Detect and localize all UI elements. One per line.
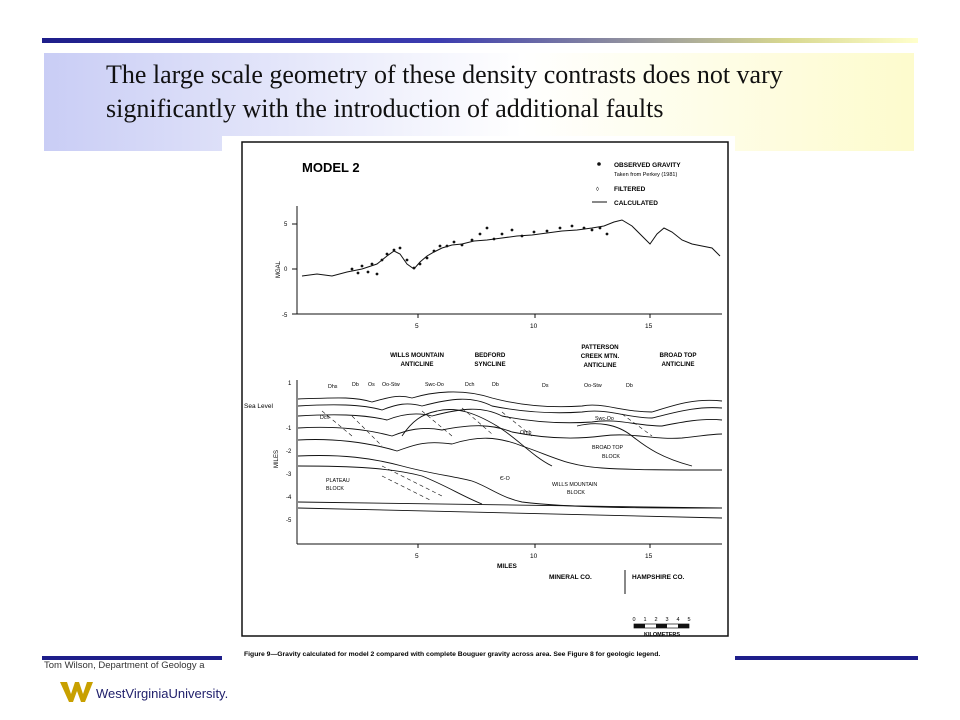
section-ylabel: MILES [274, 450, 280, 468]
unit-label: Swc-Oo [425, 382, 444, 388]
gravity-ytick: 0 [284, 267, 288, 273]
structure-label: PATTERSON [581, 344, 619, 351]
unit-label: BROAD TOP [592, 445, 623, 451]
calculated-curve [301, 219, 721, 277]
legend-observed-note: Taken from Perkey (1981) [614, 172, 677, 178]
county-right: HAMPSHIRE CO. [632, 574, 685, 581]
unit-label: Db [492, 382, 499, 388]
structure-label: CREEK MTN. [581, 353, 620, 360]
unit-label: PLATEAU [326, 478, 350, 484]
slide-title: The large scale geometry of these densit… [106, 60, 783, 123]
unit-label: BLOCK [326, 486, 344, 492]
gravity-legend: OBSERVED GRAVITY Taken from Perkey (1981… [592, 162, 681, 207]
gravity-xtick: 15 [645, 323, 653, 330]
section-ytick: -1 [286, 426, 292, 432]
footer-credit: Tom Wilson, Department of Geology a [44, 660, 205, 671]
section-ytick: -2 [286, 449, 292, 455]
top-rule [42, 38, 918, 43]
scale-bar: 0 1 2 3 4 5 KILOMETERS [632, 617, 690, 638]
legend-observed: OBSERVED GRAVITY [614, 162, 681, 169]
unit-label: Db [352, 382, 359, 388]
observed-marker-icon [597, 162, 601, 166]
unit-label: WILLS MOUNTAIN [552, 482, 597, 488]
section-xlabel: MILES [497, 563, 518, 570]
gravity-xtick: 10 [530, 323, 538, 330]
scale-tick: 1 [643, 617, 646, 623]
wv-flying-logo-icon [60, 682, 93, 702]
structure-labels: WILLS MOUNTAIN ANTICLINE BEDFORD SYNCLIN… [390, 344, 696, 369]
structure-label: BEDFORD [475, 352, 506, 359]
cross-section: 1 Sea Level -1 -2 -3 -4 -5 MILES [244, 380, 723, 570]
section-ytick: -4 [286, 495, 292, 501]
unit-label: Dhs [328, 384, 338, 390]
legend-calculated: CALCULATED [614, 200, 658, 207]
unit-label: Db [626, 383, 633, 389]
unit-label: Oo-Stw [382, 382, 400, 388]
structure-label: BROAD TOP [659, 352, 696, 359]
unit-label: BLOCK [567, 490, 585, 496]
gravity-ylabel: MGAL [276, 260, 282, 278]
structure-label: ANTICLINE [584, 362, 617, 369]
gravity-panel: 5 0 -5 MGAL 5 10 15 [276, 206, 722, 330]
figure-caption: Figure 9—Gravity calculated for model 2 … [244, 651, 660, 658]
logo-wordmark: WestVirginiaUniversity. [96, 686, 228, 701]
section-ytick: 1 [288, 381, 292, 387]
county-left: MINERAL CO. [549, 574, 592, 581]
title-banner: The large scale geometry of these densit… [44, 53, 914, 151]
scale-tick: 3 [665, 617, 668, 623]
bottom-rule-left [42, 656, 222, 660]
section-ytick: Sea Level [244, 403, 273, 410]
scale-tick: 2 [654, 617, 657, 623]
bottom-rule-right [735, 656, 918, 660]
section-ytick: -3 [286, 472, 292, 478]
gravity-ytick: 5 [284, 222, 288, 228]
geology-figure: MODEL 2 OBSERVED GRAVITY Taken from Perk… [241, 141, 729, 658]
wvu-logo: WestVirginiaUniversity. [60, 682, 228, 702]
county-labels: MINERAL CO. HAMPSHIRE CO. [549, 570, 685, 594]
section-xtick: 10 [530, 553, 538, 560]
structure-label: ANTICLINE [401, 361, 434, 368]
scale-label: KILOMETERS [644, 632, 680, 638]
filtered-marker-icon: ◊ [596, 186, 599, 193]
unit-label: Є-O [500, 476, 510, 482]
structure-label: WILLS MOUNTAIN [390, 352, 444, 359]
section-ytick: -5 [286, 518, 292, 524]
unit-label: Os [368, 382, 375, 388]
unit-label: Dch [320, 415, 329, 421]
gravity-xtick: 5 [415, 323, 419, 330]
unit-label: Dch [465, 382, 474, 388]
unit-labels: Dhs Db Os Oo-Stw Swc-Oo Dch Db Ds Oo-Stw… [320, 382, 633, 496]
unit-label: Ds [542, 383, 549, 389]
unit-label: Omb [520, 430, 532, 436]
section-xtick: 5 [415, 553, 419, 560]
unit-label: BLOCK [602, 454, 620, 460]
gravity-ytick: -5 [282, 313, 288, 319]
scale-tick: 0 [632, 617, 635, 623]
unit-label: Oo-Stw [584, 383, 602, 389]
scale-tick: 4 [676, 617, 679, 623]
observed-points [350, 224, 609, 276]
structure-label: ANTICLINE [662, 361, 695, 368]
unit-label: Swc-Oo [595, 416, 614, 422]
legend-filtered: FILTERED [614, 186, 646, 193]
section-xtick: 15 [645, 553, 653, 560]
figure-frame [241, 141, 729, 637]
figure-panel: MODEL 2 OBSERVED GRAVITY Taken from Perk… [222, 136, 735, 659]
model-title: MODEL 2 [302, 160, 360, 175]
scale-tick: 5 [687, 617, 690, 623]
structure-label: SYNCLINE [474, 361, 505, 368]
